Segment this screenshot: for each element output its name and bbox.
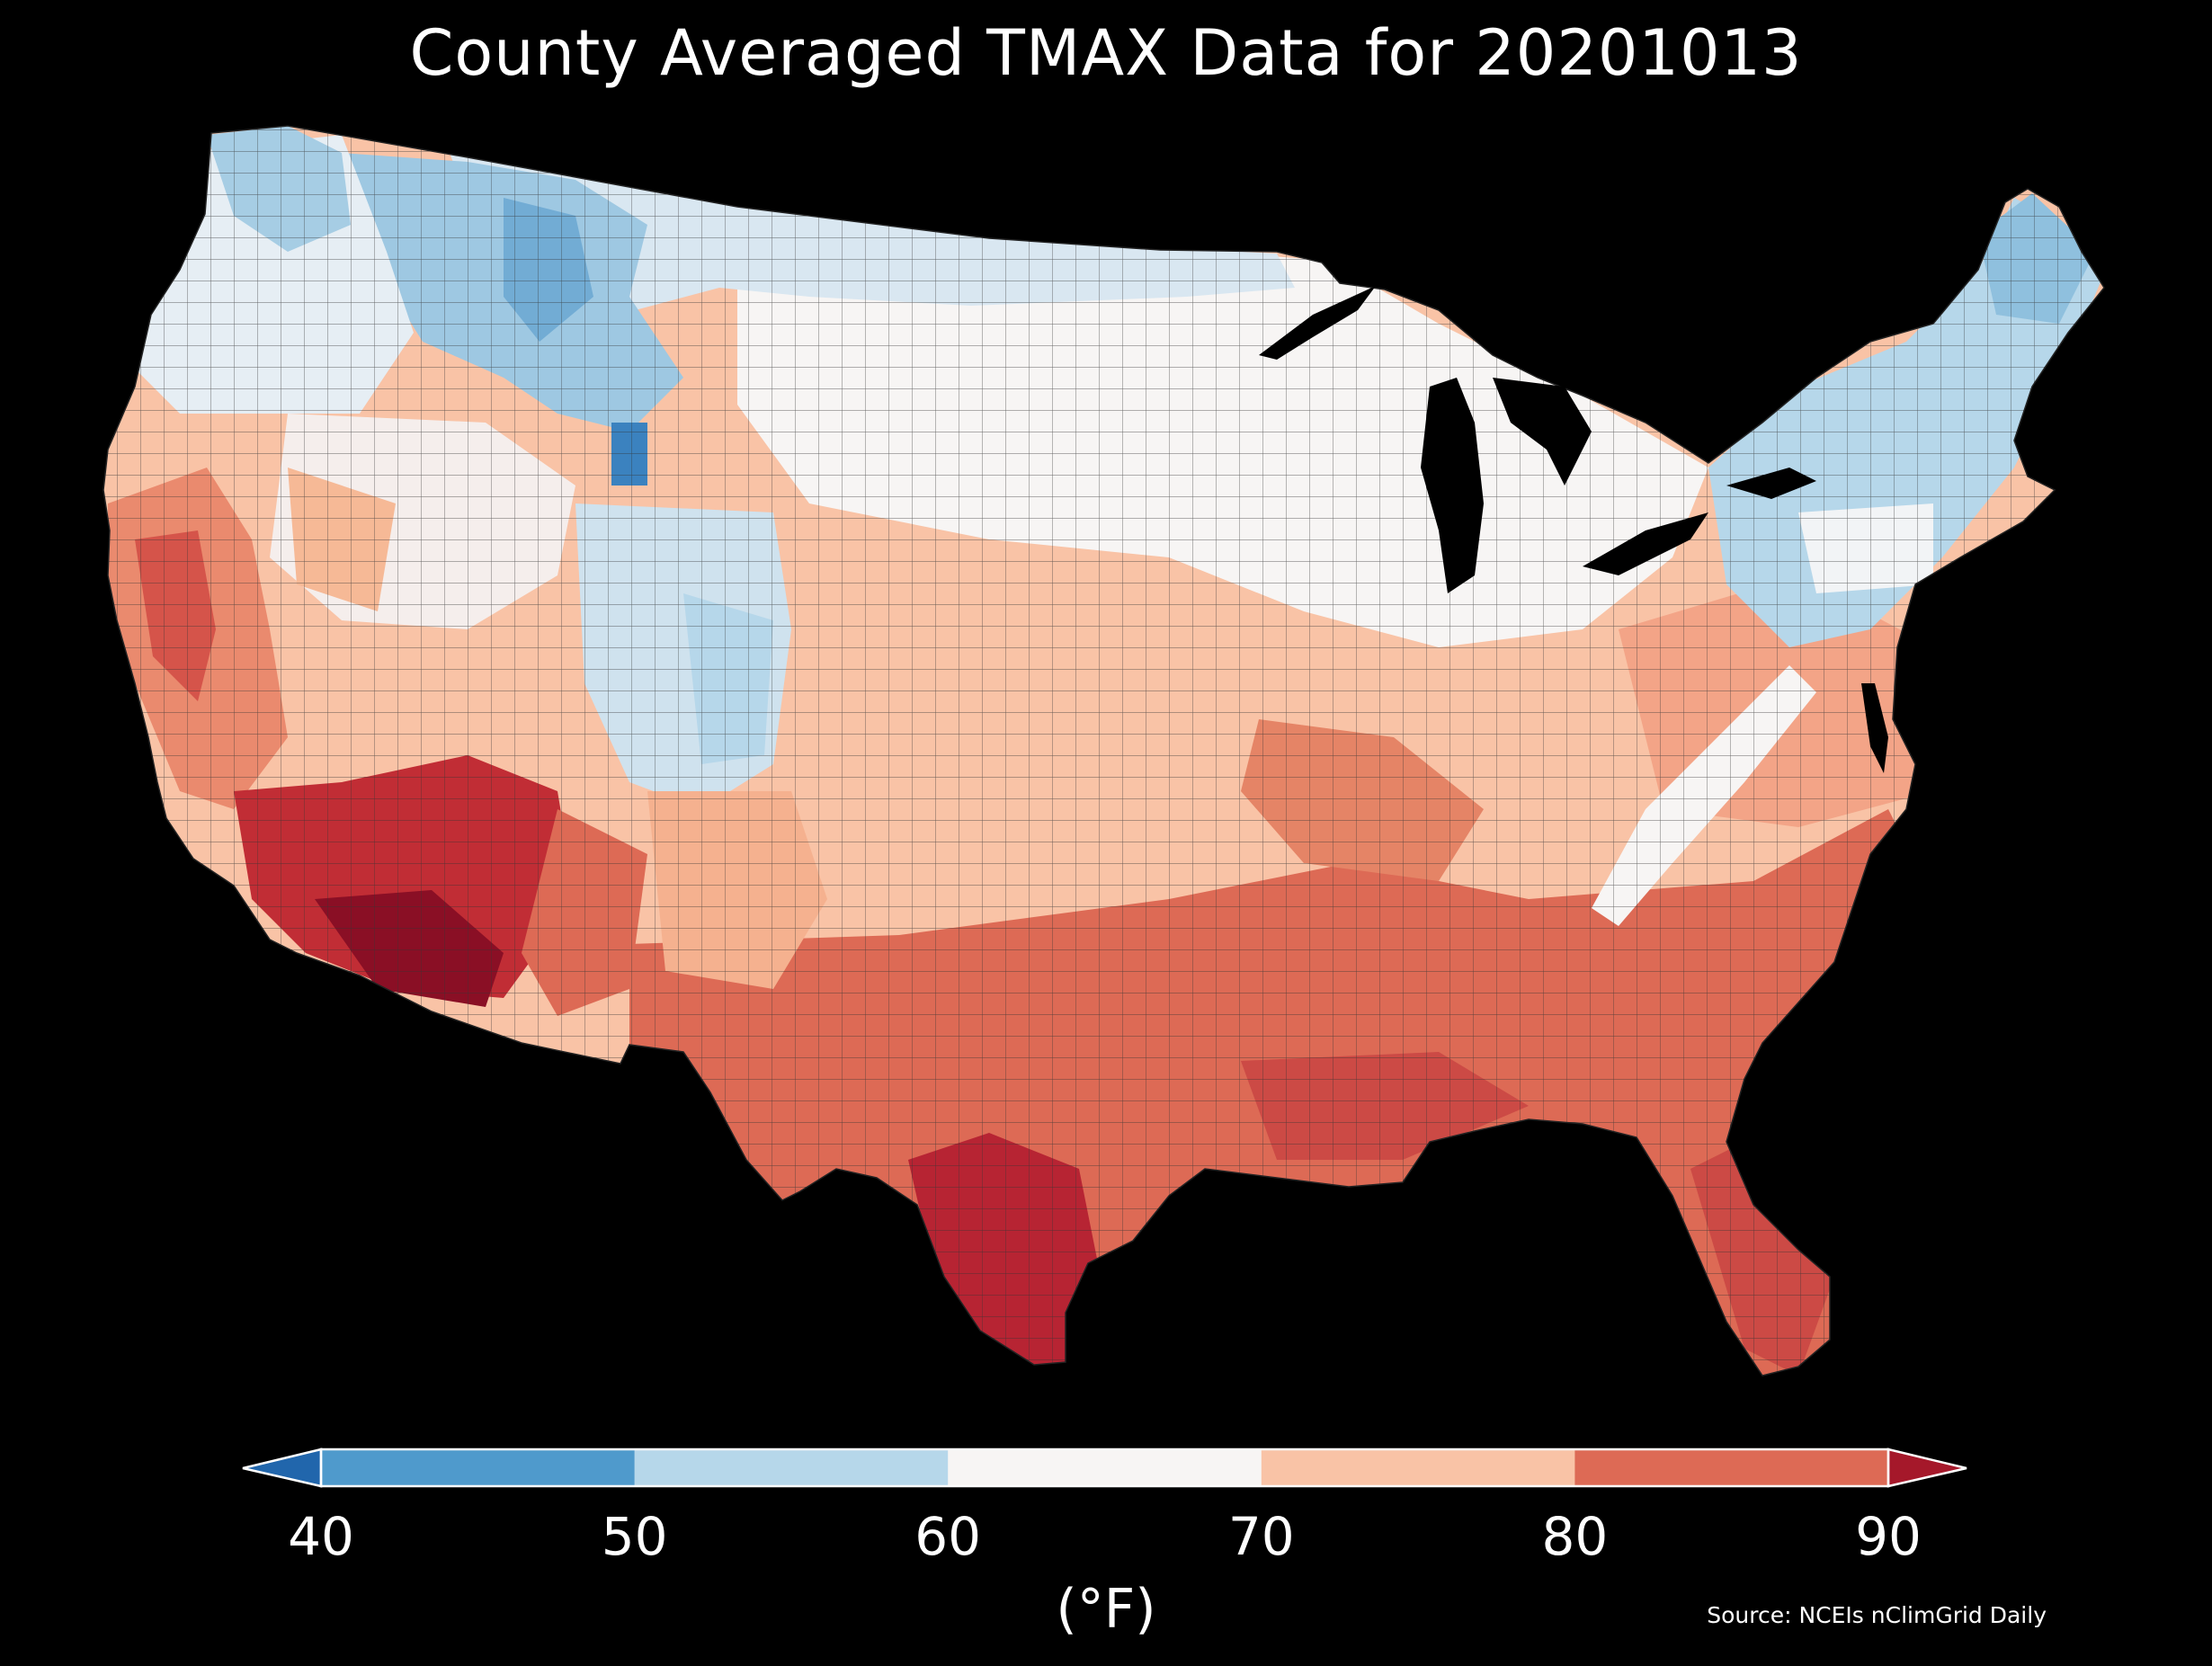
colorbar-tick-label: 90 [1855,1506,1922,1567]
colorbar-arrow-high [1888,1449,1967,1486]
colorbar-tick-label: 80 [1541,1506,1609,1567]
colorbar-segment [321,1449,636,1486]
colorbar-segment [634,1449,949,1486]
lake-ontario [1726,468,1816,499]
colorbar-segment [948,1449,1262,1486]
map-title: County Averaged TMAX Data for 20201013 [409,16,1803,90]
colorbar-unit-label: (°F) [1056,1578,1156,1641]
lake-michigan [1421,378,1484,593]
lake-superior [1259,286,1376,360]
lake-huron [1493,378,1592,486]
lake-erie [1583,512,1708,575]
colorbar-tick-label: 60 [914,1506,982,1567]
colorbar-tick-label: 50 [601,1506,668,1567]
source-credit: Source: NCEIs nClimGrid Daily [1707,1602,2047,1628]
colorbar-arrow-low [243,1449,321,1486]
county-temperature-map [103,125,2105,1376]
colorbar-segment [1261,1449,1575,1486]
colorbar-segment [1574,1449,1889,1486]
colorbar-tick-label: 70 [1227,1506,1295,1567]
colorbar-tick-label: 40 [288,1506,354,1567]
chesapeake-bay [1861,683,1888,773]
